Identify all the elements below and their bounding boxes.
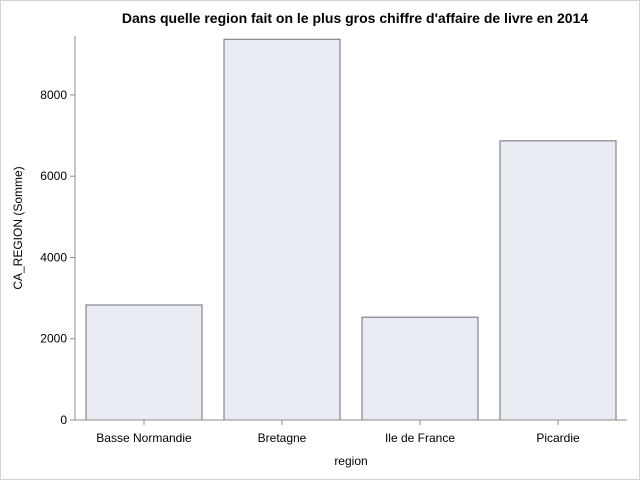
- bar-bretagne: [223, 38, 341, 421]
- y-tick-label: 6000: [40, 169, 67, 183]
- bar-basse-normandie: [85, 304, 203, 421]
- labels-group: Basse Normandie Bretagne Ile de France Pica…: [11, 88, 580, 468]
- chart-title: Dans quelle region fait on le plus gros …: [121, 10, 589, 26]
- bars-group: [85, 38, 617, 421]
- x-tick-label: Ile de France: [385, 431, 455, 445]
- bar-ile-de-france: [361, 316, 479, 421]
- axes-group: [70, 36, 627, 425]
- x-tick-label: Picardie: [536, 431, 580, 445]
- bar-picardie: [499, 140, 617, 421]
- y-tick-label: 8000: [40, 88, 67, 102]
- y-tick-label: 2000: [40, 332, 67, 346]
- y-tick-label: 0: [60, 413, 67, 427]
- x-tick-label: Basse Normandie: [96, 431, 192, 445]
- y-axis-title: CA_REGION (Somme): [11, 166, 25, 289]
- x-tick-label: Bretagne: [258, 431, 307, 445]
- x-axis-title: region: [334, 454, 367, 468]
- y-tick-label: 4000: [40, 250, 67, 264]
